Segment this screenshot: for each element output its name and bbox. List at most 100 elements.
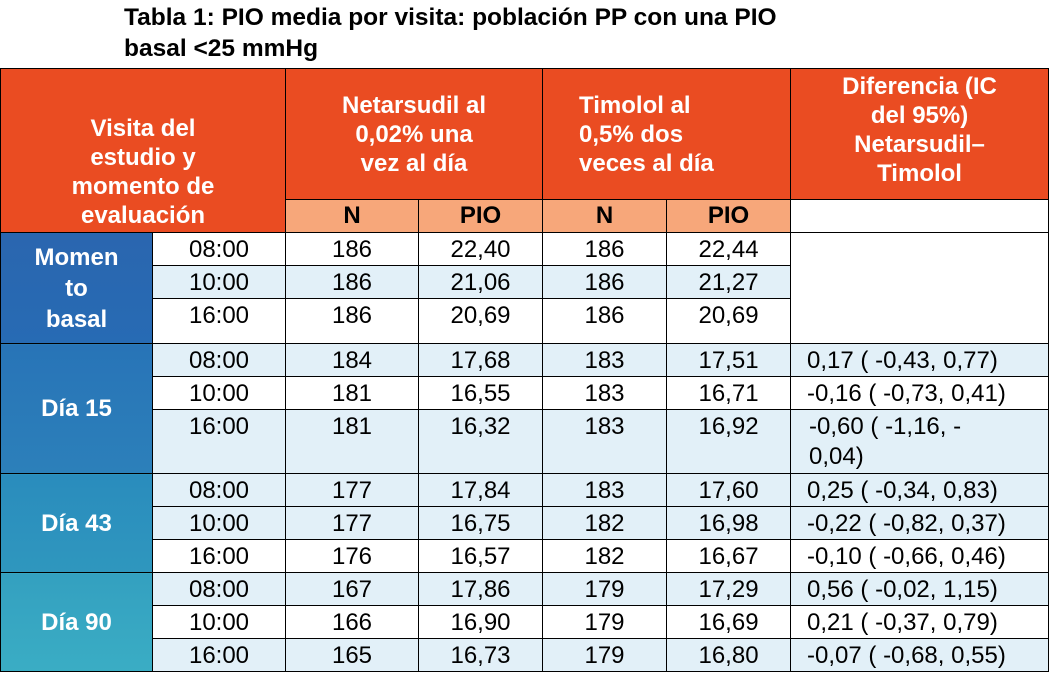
group-label-line: Momen [34, 243, 119, 271]
subheader-diff-blank [790, 199, 1049, 233]
header-visit-line: Visita del [90, 115, 196, 142]
table-row: 10:00 186 21,06 186 21,27 [1, 265, 1049, 299]
net-n-cell: 176 [285, 539, 419, 573]
header-visit-line: estudio y [90, 144, 196, 171]
tim-pio-cell: 20,69 [666, 298, 792, 344]
table-row: 16:00 165 16,73 179 16,80 -0,07 ( -0,68,… [1, 638, 1049, 672]
net-pio-cell: 17,84 [417, 473, 544, 507]
table-row: 16:00 176 16,57 182 16,67 -0,10 ( -0,66,… [1, 539, 1049, 573]
tim-pio-cell: 22,44 [666, 232, 792, 266]
tim-pio-cell: 17,51 [666, 343, 792, 377]
subheader-tim-n: N [542, 199, 668, 233]
header-visit-line: evaluación [80, 202, 206, 229]
time-cell: 08:00 [152, 473, 286, 507]
diff-cell: 0,21 ( -0,37, 0,79) [790, 605, 1049, 639]
net-pio-cell: 16,55 [417, 376, 544, 410]
header-timolol-line: veces al día [579, 149, 714, 177]
net-n-cell: 186 [285, 232, 419, 266]
diff-text-line: -0,60 ( -1,16, - [809, 413, 962, 440]
header-difference-line: Netarsudil– [854, 131, 985, 158]
net-pio-cell: 16,75 [417, 506, 544, 540]
group-label-baseline: Momen to basal [0, 232, 153, 344]
diff-cell: 0,25 ( -0,34, 0,83) [790, 473, 1049, 507]
header-timolol: Timolol al 0,5% dos veces al día [542, 68, 792, 200]
diff-cell: -0,22 ( -0,82, 0,37) [790, 506, 1049, 540]
net-n-cell: 181 [285, 376, 419, 410]
table-row: Día 15 08:00 184 17,68 183 17,51 0,17 ( … [0, 343, 1049, 474]
diff-cell: -0,16 ( -0,73, 0,41) [790, 376, 1049, 410]
net-pio-cell: 17,86 [417, 572, 544, 606]
diff-cell: 0,17 ( -0,43, 0,77) [790, 343, 1049, 377]
net-n-cell: 186 [285, 265, 419, 299]
tim-n-cell: 183 [542, 376, 668, 410]
diff-cell: -0,10 ( -0,66, 0,46) [790, 539, 1049, 573]
diff-text-line: 0,04) [809, 443, 864, 470]
header-netarsudil-line: Netarsudil al [341, 91, 487, 119]
net-pio-cell: 17,68 [417, 343, 544, 377]
subheader-net-n: N [285, 199, 419, 233]
net-n-cell: 184 [285, 343, 419, 377]
group-label-line: to [65, 274, 88, 302]
header-netarsudil-line: 0,02% una [355, 120, 473, 148]
net-n-cell: 177 [285, 473, 419, 507]
net-pio-cell: 20,69 [417, 298, 544, 344]
time-cell: 10:00 [152, 605, 286, 639]
tim-pio-cell: 16,80 [666, 638, 792, 672]
time-cell: 10:00 [152, 265, 286, 299]
subheader-net-pio: PIO [417, 199, 544, 233]
tim-n-cell: 183 [542, 343, 668, 377]
group-label-line: basal [45, 305, 108, 333]
tim-pio-cell: 21,27 [666, 265, 792, 299]
group-label-day90: Día 90 [0, 572, 153, 672]
tim-n-cell: 186 [542, 265, 668, 299]
tim-pio-cell: 16,98 [666, 506, 792, 540]
table-row: Día 43 08:00 177 17,84 183 17,60 0,25 ( … [0, 473, 1049, 573]
title-line-2: basal <25 mmHg [124, 35, 319, 62]
tim-pio-cell: 16,71 [666, 376, 792, 410]
time-cell: 10:00 [152, 376, 286, 410]
header-timolol-line: Timolol al [579, 91, 691, 119]
header-timolol-line: 0,5% dos [579, 120, 684, 148]
group-label-line: Día 90 [41, 608, 112, 636]
group-label-line: Día 15 [41, 395, 112, 422]
net-pio-cell: 16,32 [417, 409, 544, 474]
net-pio-cell: 21,06 [417, 265, 544, 299]
tim-pio-cell: 17,29 [666, 572, 792, 606]
table-row: 16:00 186 20,69 186 20,69 [1, 298, 1049, 344]
time-cell: 16:00 [152, 539, 286, 573]
net-pio-cell: 16,90 [417, 605, 544, 639]
tim-n-cell: 182 [542, 539, 668, 573]
time-cell: 08:00 [152, 343, 286, 377]
tim-n-cell: 186 [542, 232, 668, 266]
time-cell: 16:00 [152, 298, 286, 344]
header-visit: Visita del estudio y momento de evaluaci… [0, 68, 286, 233]
header-difference: Diferencia (IC del 95%) Netarsudil– Timo… [790, 68, 1049, 200]
header-difference-line: Diferencia (IC [842, 73, 997, 100]
tim-pio-cell: 17,60 [666, 473, 792, 507]
net-n-cell: 167 [285, 572, 419, 606]
net-n-cell: 177 [285, 506, 419, 540]
pio-table: Visita del estudio y momento de evaluaci… [0, 68, 1049, 672]
table-row: 16:00 181 16,32 183 16,92 -0,60 ( -1,16,… [1, 409, 1049, 474]
header-difference-line: del 95%) [870, 102, 969, 129]
header-netarsudil: Netarsudil al 0,02% una vez al día [284, 68, 544, 200]
time-cell: 10:00 [152, 506, 286, 540]
time-cell: 08:00 [152, 572, 286, 606]
header-difference-line: Timolol [877, 160, 962, 187]
group-label-day43: Día 43 [0, 473, 153, 573]
net-pio-cell: 16,73 [417, 638, 544, 672]
table-row: 10:00 177 16,75 182 16,98 -0,22 ( -0,82,… [1, 506, 1049, 540]
table-row: Día 90 08:00 167 17,86 179 17,29 0,56 ( … [0, 572, 1049, 672]
diff-cell-empty [790, 232, 1049, 344]
net-n-cell: 181 [285, 409, 419, 474]
tim-n-cell: 183 [542, 473, 668, 507]
tim-n-cell: 182 [542, 506, 668, 540]
diff-cell: 0,56 ( -0,02, 1,15) [790, 572, 1049, 606]
table-row: 10:00 181 16,55 183 16,71 -0,16 ( -0,73,… [1, 376, 1049, 410]
subheader-tim-pio: PIO [666, 199, 792, 233]
header-visit-line: momento de [71, 173, 215, 200]
tim-pio-cell: 16,69 [666, 605, 792, 639]
time-cell: 16:00 [152, 638, 286, 672]
net-n-cell: 165 [285, 638, 419, 672]
net-n-cell: 186 [285, 298, 419, 344]
